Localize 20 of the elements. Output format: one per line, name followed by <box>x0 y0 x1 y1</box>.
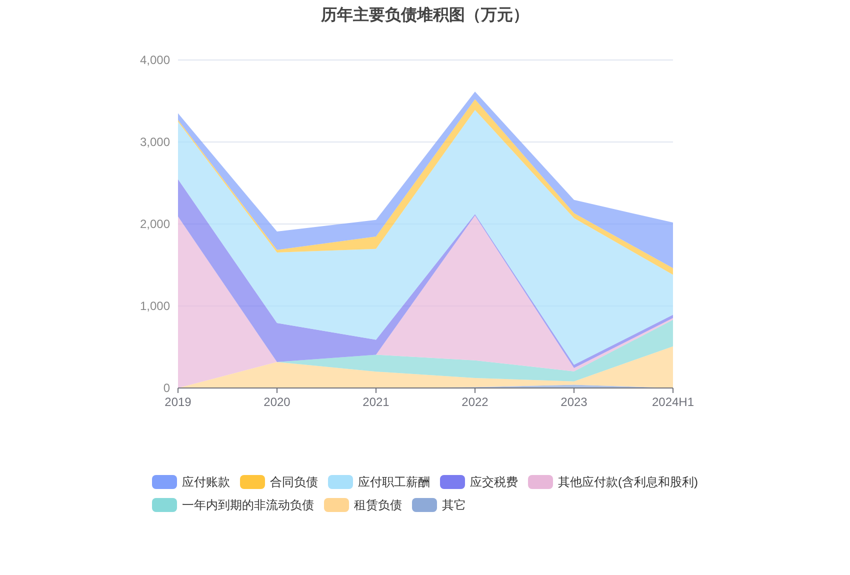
legend-label: 其他应付款(含利息和股利) <box>558 475 698 489</box>
x-tick-label: 2024H1 <box>652 395 694 409</box>
x-tick-label: 2021 <box>362 395 390 409</box>
x-tick-label: 2020 <box>264 395 291 409</box>
y-tick-label: 2,000 <box>140 217 170 231</box>
legend-label: 租赁负债 <box>354 498 402 512</box>
legend-label: 应付职工薪酬 <box>358 475 430 489</box>
y-tick-label: 0 <box>163 381 170 395</box>
y-tick-label: 3,000 <box>140 135 170 149</box>
x-tick-label: 2023 <box>560 395 588 409</box>
legend-label: 应交税费 <box>470 475 518 489</box>
legend-label: 一年内到期的非流动负债 <box>182 498 314 512</box>
y-tick-label: 4,000 <box>140 53 170 67</box>
x-tick-label: 2022 <box>462 395 489 409</box>
y-tick-label: 1,000 <box>140 299 170 313</box>
legend-label: 应付账款 <box>182 475 230 489</box>
x-tick-label: 2019 <box>164 395 192 409</box>
chart-title: 历年主要负债堆积图（万元） <box>320 5 529 24</box>
legend-label: 其它 <box>442 498 466 512</box>
legend-label: 合同负债 <box>270 475 318 489</box>
